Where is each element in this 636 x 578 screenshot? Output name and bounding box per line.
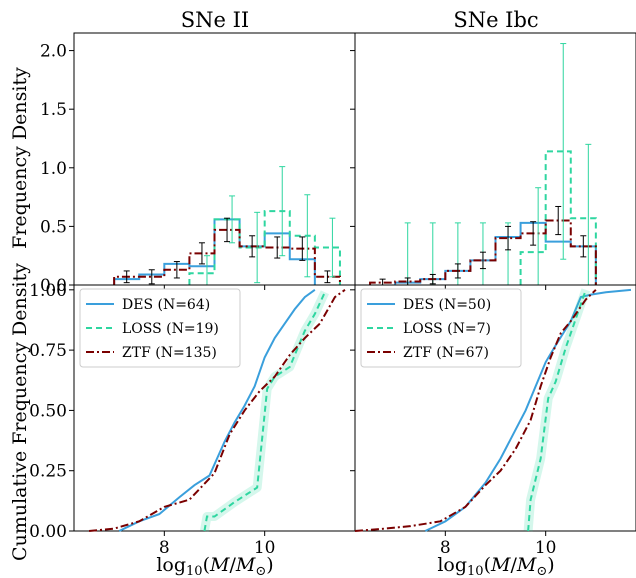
sne-ii-cdf-ytick-label: 1.00 — [29, 281, 67, 301]
sne-ibc-hist-hist-loss — [519, 150, 597, 285]
sne-ii-cdf-cdf-loss — [203, 291, 326, 532]
sne-ii-hist-ytick-label: 1.5 — [40, 100, 67, 120]
ylabel-frequency-density: Frequency Density — [9, 67, 31, 249]
sne-ibc-cdf-legend-label-ztf: ZTF (N=67) — [403, 345, 489, 361]
sne-ii-cdf-xtick-label: 8 — [159, 538, 170, 558]
sne-ibc-cdf-cdf-des — [424, 288, 632, 532]
sne-ii-cdf-legend-label-loss: LOSS (N=19) — [122, 321, 219, 337]
panel-sne-ibc-cumulative: 8 10 DES (N=50) LOSS (N=7) ZTF (N=67) — [350, 284, 636, 558]
sne-ii-cdf-legend-label-des: DES (N=64) — [122, 297, 210, 313]
sne-ibc-cdf-cdf-loss — [527, 289, 587, 532]
sne-ii-cdf-legend — [79, 288, 241, 368]
sne-ii-hist-ytick-label: 1.0 — [40, 159, 67, 179]
sne-ii-hist-hist-loss — [188, 210, 341, 285]
sne-ii-hist-hist-des — [113, 218, 316, 285]
sne-ibc-hist-hist-ztf — [369, 219, 597, 285]
title-sne-ii: SNe II — [181, 8, 249, 32]
sne-ii-cdf-ytick-label: 0.50 — [29, 401, 67, 421]
ylabel-cumulative: Cumulative Frequency Density — [9, 263, 31, 561]
sne-ibc-cdf-loss-band — [523, 288, 591, 532]
xlabel-left: log10(M/M⊙) — [156, 554, 273, 578]
sne-ii-cdf-ytick-label: 0.25 — [29, 462, 67, 482]
sne-ibc-cdf-cdf-ztf — [354, 289, 597, 532]
sne-ibc-cdf-xtick-label: 10 — [535, 538, 557, 558]
sne-ibc-cdf-xtick-label: 8 — [440, 538, 451, 558]
xlabel-right: log10(M/M⊙) — [437, 554, 554, 578]
sne-ii-hist-hist-ztf — [113, 228, 341, 285]
panel-sne-ii-cumulative: 0.00 0.25 0.50 0.75 1.00 8 10 DES (N=64) LOSS (N… — [29, 281, 356, 558]
sne-ii-cdf-ytick-label: 0.75 — [29, 341, 67, 361]
sne-ii-hist-ytick-label: 0.0 — [40, 276, 67, 296]
sne-ibc-cdf-legend-label-des: DES (N=50) — [403, 297, 491, 313]
sne-ii-cdf-cdf-ztf — [88, 289, 346, 532]
sne-ibc-cdf-legend-label-loss: LOSS (N=7) — [403, 321, 491, 337]
sne-ibc-cdf-legend — [360, 288, 522, 368]
panel-sne-ii-histogram: 0.0 0.5 1.0 1.5 2.0 — [40, 32, 356, 296]
sne-ii-hist-ytick-label: 2.0 — [40, 42, 67, 62]
sne-ii-cdf-xtick-label: 10 — [254, 538, 276, 558]
sne-ii-cdf-legend-label-ztf: ZTF (N=135) — [122, 345, 217, 361]
panel-sne-ibc-histogram — [350, 32, 636, 290]
sne-ii-hist-ytick-label: 0.5 — [40, 217, 67, 237]
sne-ibc-cdf-frame — [354, 284, 636, 532]
title-sne-ibc: SNe Ibc — [453, 8, 538, 32]
sne-ii-cdf-ytick-label: 0.00 — [29, 522, 67, 542]
